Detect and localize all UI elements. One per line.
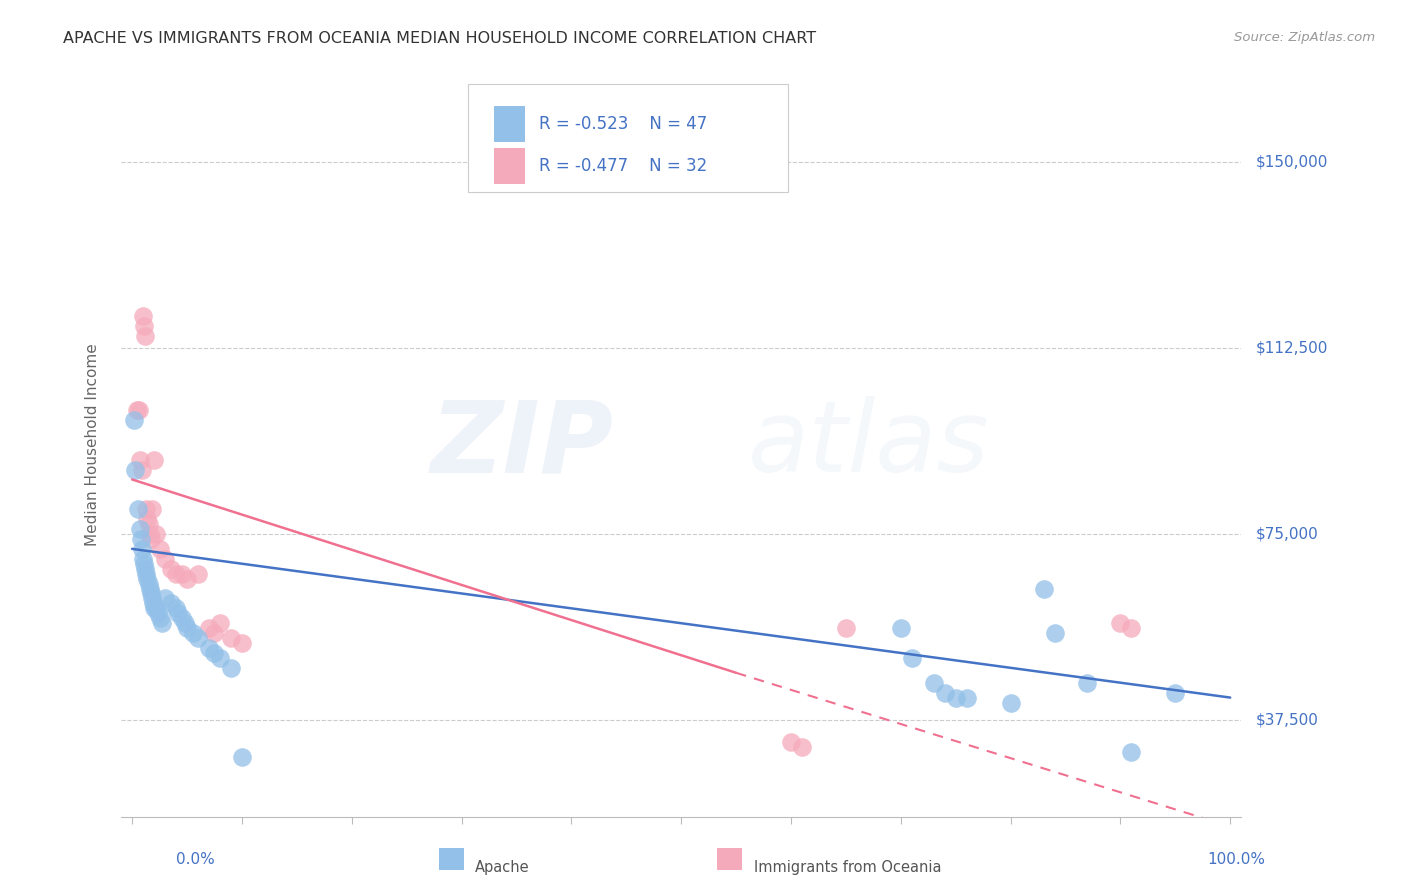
Point (134, 557, 156, 571)
Text: ZIP: ZIP (432, 396, 614, 493)
Point (1121, 621, 1143, 635)
Text: $37,500: $37,500 (1256, 713, 1319, 727)
Bar (494, 106, 526, 142)
Point (219, 661, 242, 675)
Point (219, 631, 242, 645)
Point (153, 551, 176, 566)
Point (128, 403, 150, 417)
Point (141, 591, 163, 606)
Point (945, 690, 967, 705)
Point (138, 576, 160, 591)
Point (181, 626, 204, 640)
Point (132, 551, 155, 566)
Point (1043, 626, 1066, 640)
Point (143, 601, 166, 615)
FancyBboxPatch shape (468, 84, 787, 192)
Text: Source: ZipAtlas.com: Source: ZipAtlas.com (1234, 31, 1375, 45)
Point (934, 685, 956, 699)
Text: Apache: Apache (475, 860, 530, 874)
Point (134, 318, 156, 333)
Point (136, 512, 159, 526)
Point (176, 572, 198, 586)
Point (1076, 675, 1098, 690)
Point (1164, 685, 1187, 699)
Y-axis label: Median Household Income: Median Household Income (86, 343, 100, 546)
Point (198, 640, 221, 655)
Point (159, 596, 181, 610)
Text: R = -0.477    N = 32: R = -0.477 N = 32 (538, 157, 707, 175)
Point (780, 735, 803, 749)
Text: $75,000: $75,000 (1256, 526, 1319, 541)
Point (136, 572, 159, 586)
Point (135, 566, 157, 581)
Point (138, 527, 160, 541)
Point (170, 611, 193, 625)
Point (165, 601, 187, 615)
Point (790, 740, 813, 755)
Point (131, 541, 153, 556)
Point (1109, 616, 1132, 631)
Point (150, 616, 173, 631)
Text: atlas: atlas (748, 396, 990, 493)
Point (900, 651, 922, 665)
Point (124, 413, 146, 427)
Point (173, 616, 195, 631)
Point (153, 591, 176, 606)
Text: Immigrants from Oceania: Immigrants from Oceania (754, 860, 941, 874)
Point (208, 651, 231, 665)
Point (204, 626, 226, 640)
Text: $150,000: $150,000 (1256, 154, 1329, 169)
Point (167, 607, 190, 621)
Point (139, 586, 162, 600)
Point (141, 502, 163, 516)
Point (170, 566, 193, 581)
Point (148, 611, 170, 625)
Point (138, 517, 160, 532)
Point (1000, 696, 1022, 710)
Point (1032, 582, 1054, 596)
Point (143, 452, 166, 467)
Point (187, 566, 209, 581)
Point (142, 596, 165, 610)
Point (124, 462, 146, 476)
Point (159, 562, 181, 576)
Point (176, 621, 198, 635)
Point (135, 502, 157, 516)
Point (890, 621, 912, 635)
Point (131, 462, 153, 476)
Point (139, 532, 162, 546)
Text: 0.0%: 0.0% (176, 852, 215, 867)
Point (132, 309, 155, 323)
Point (956, 690, 979, 705)
Point (148, 541, 170, 556)
Point (138, 582, 160, 596)
Point (128, 522, 150, 536)
Text: 100.0%: 100.0% (1208, 852, 1265, 867)
Point (145, 601, 167, 615)
Point (145, 527, 167, 541)
Point (198, 621, 221, 635)
Point (204, 646, 226, 660)
Point (187, 631, 209, 645)
Text: R = -0.523    N = 47: R = -0.523 N = 47 (538, 115, 707, 133)
Point (148, 607, 170, 621)
Point (208, 616, 231, 631)
Bar (494, 148, 526, 184)
Point (165, 566, 187, 581)
Text: $112,500: $112,500 (1256, 341, 1329, 356)
Point (922, 675, 945, 690)
Point (127, 502, 149, 516)
Point (835, 621, 858, 635)
Point (125, 403, 148, 417)
Text: APACHE VS IMMIGRANTS FROM OCEANIA MEDIAN HOUSEHOLD INCOME CORRELATION CHART: APACHE VS IMMIGRANTS FROM OCEANIA MEDIAN… (63, 31, 817, 46)
Point (134, 328, 156, 343)
Point (231, 636, 253, 650)
Point (231, 750, 253, 764)
Point (128, 452, 150, 467)
Point (134, 562, 156, 576)
Point (129, 532, 152, 546)
Point (1121, 745, 1143, 759)
